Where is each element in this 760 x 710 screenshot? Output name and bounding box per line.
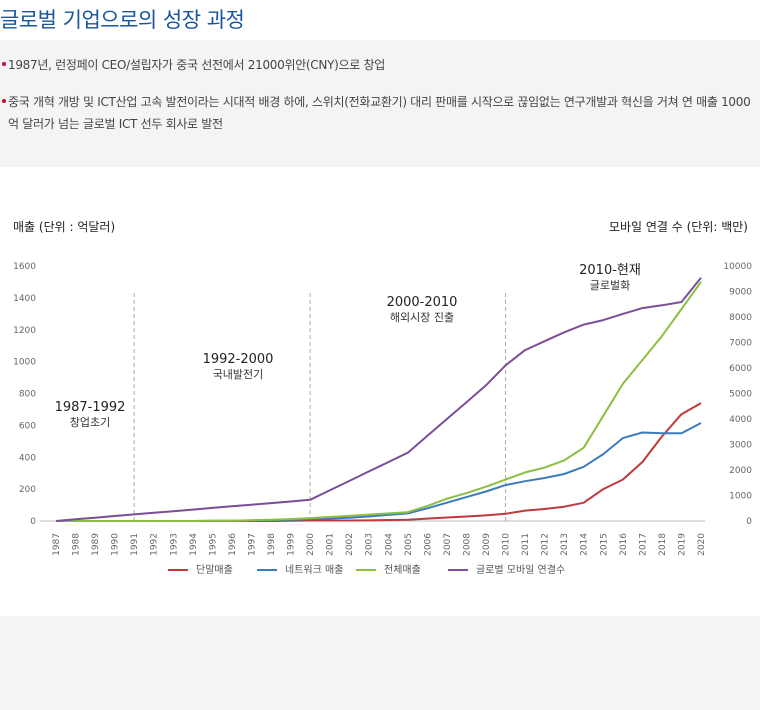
right-tick-label: 3000: [729, 441, 752, 451]
x-tick-label: 2002: [345, 533, 355, 556]
legend-label: 네트워크 매출: [285, 563, 343, 576]
x-tick-label: 2012: [541, 533, 551, 556]
legend-label: 전체매출: [384, 564, 421, 576]
series-line-전체매출: [56, 281, 702, 522]
era-range-label: 2000-2010: [387, 295, 458, 310]
x-tick-label: 1997: [247, 533, 257, 556]
right-tick-label: 9000: [729, 288, 752, 298]
x-tick-label: 1994: [189, 533, 199, 556]
legend-label: 단말매출: [196, 564, 233, 576]
series-line-글로벌-모바일-연결수: [55, 277, 702, 522]
x-tick-label: 1988: [72, 533, 82, 556]
x-tick-label: 1995: [208, 533, 218, 556]
x-tick-label: 2005: [404, 533, 414, 556]
bullet-text: 중국 개혁 개방 및 ICT산업 고속 발전이라는 시대적 배경 하에, 스위치…: [8, 95, 751, 131]
right-tick-label: 4000: [729, 415, 752, 425]
x-tick-label: 2011: [521, 533, 531, 556]
left-tick-label: 1000: [13, 358, 36, 368]
era-phase-label: 글로벌화: [590, 279, 630, 292]
x-tick-label: 2003: [365, 533, 375, 556]
era-phase-label: 국내발전기: [213, 368, 264, 381]
era-range-label: 1992-2000: [203, 352, 274, 367]
x-tick-label: 1987: [52, 533, 62, 556]
x-tick-label: 1998: [267, 533, 277, 556]
bullet-dot-icon: [2, 62, 6, 66]
x-tick-label: 1991: [130, 533, 140, 556]
era-phase-label: 창업초기: [70, 416, 110, 429]
x-tick-label: 2020: [697, 533, 707, 556]
x-tick-label: 1992: [150, 533, 160, 556]
page-title: 글로벌 기업으로의 성장 과정: [0, 8, 245, 32]
growth-chart: 매출 (단위 : 억달러) 모바일 연결 수 (단위: 백만) 0 200 400 6…: [13, 220, 752, 576]
right-tick-label: 5000: [729, 390, 752, 400]
x-tick-label: 2019: [677, 533, 687, 556]
left-tick-label: 1200: [13, 326, 36, 336]
x-tick-label: 1996: [228, 533, 238, 556]
left-axis-label: 매출 (단위 : 억달러): [13, 220, 115, 234]
series-line-네트워크-매출: [56, 422, 702, 522]
x-tick-label: 1989: [91, 533, 101, 556]
x-tick-label: 2009: [482, 533, 492, 556]
x-tick-label: 2015: [599, 533, 609, 556]
info-panel: 1987년, 런정페이 CEO/설립자가 중국 선전에서 21000위안(CNY…: [0, 40, 760, 167]
left-tick-label: 400: [19, 453, 36, 463]
bullet-item: 1987년, 런정페이 CEO/설립자가 중국 선전에서 21000위안(CNY…: [2, 54, 748, 76]
x-tick-label: 2014: [580, 533, 590, 556]
x-tick-label: 2006: [423, 533, 433, 556]
right-tick-label: 0: [746, 517, 752, 527]
right-tick-label: 10000: [723, 262, 752, 272]
x-tick-label: 2017: [638, 533, 648, 556]
x-tick-label: 2007: [443, 533, 453, 556]
left-tick-label: 0: [30, 517, 36, 527]
x-tick-label: 2010: [502, 533, 512, 556]
legend-label: 글로벌 모바일 연결수: [476, 564, 565, 576]
series-line-단말매출: [56, 402, 702, 522]
right-tick-label: 7000: [729, 339, 752, 349]
x-tick-label: 1993: [169, 533, 179, 556]
x-tick-label: 2001: [326, 533, 336, 556]
right-tick-label: 8000: [729, 313, 752, 323]
right-tick-label: 2000: [729, 466, 752, 476]
left-tick-label: 600: [19, 421, 36, 431]
x-tick-label: 2018: [658, 533, 668, 556]
x-tick-label: 1990: [111, 533, 121, 556]
x-tick-label: 1999: [287, 533, 297, 556]
x-tick-label: 2008: [462, 533, 472, 556]
footer-band: [0, 616, 760, 710]
right-axis-label: 모바일 연결 수 (단위: 백만): [609, 220, 748, 234]
right-tick-label: 1000: [729, 492, 752, 502]
bullet-dot-icon: [2, 99, 6, 103]
left-tick-label: 800: [19, 390, 36, 400]
left-tick-label: 200: [19, 485, 36, 495]
right-tick-label: 6000: [729, 364, 752, 374]
x-tick-label: 2004: [384, 533, 394, 556]
left-tick-label: 1600: [13, 262, 36, 272]
era-phase-label: 해외시장 진출: [390, 310, 454, 324]
era-range-label: 1987-1992: [55, 400, 126, 415]
era-range-label: 2010-현재: [579, 263, 641, 278]
x-tick-label: 2016: [619, 533, 629, 556]
bullet-item: 중국 개혁 개방 및 ICT산업 고속 발전이라는 시대적 배경 하에, 스위치…: [2, 91, 758, 135]
bullet-text: 1987년, 런정페이 CEO/설립자가 중국 선전에서 21000위안(CNY…: [8, 58, 385, 72]
x-tick-label: 2000: [306, 533, 316, 556]
x-tick-label: 2013: [560, 533, 570, 556]
left-tick-label: 1400: [13, 294, 36, 304]
